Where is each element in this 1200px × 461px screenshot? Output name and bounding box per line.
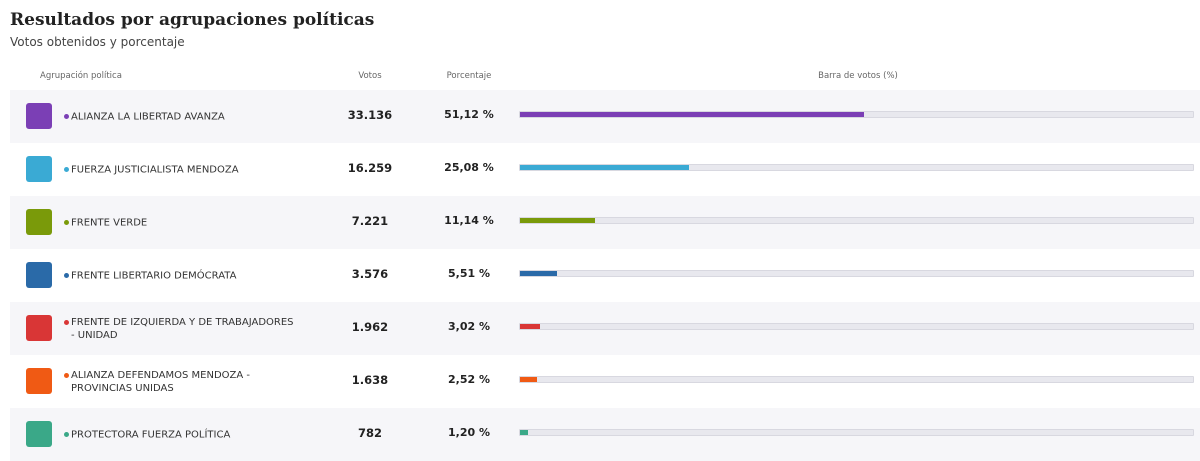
column-header: Barra de votos (%) <box>818 71 898 81</box>
vote-bar <box>520 430 529 435</box>
percentage: 25,08 % <box>444 161 494 174</box>
bar-track <box>519 217 1194 224</box>
table-row: FRENTE DE IZQUIERDA Y DE TRABAJADORES - … <box>10 302 1200 355</box>
party-dot <box>64 320 69 325</box>
bar-track <box>519 376 1194 383</box>
bar-track <box>519 323 1194 330</box>
votes: 7.221 <box>351 214 389 228</box>
party-logo <box>26 209 52 235</box>
party-name: ALIANZA LA LIBERTAD AVANZA <box>71 111 225 122</box>
votes: 782 <box>357 426 382 440</box>
column-header: Porcentaje <box>446 71 492 81</box>
party-logo <box>26 421 52 447</box>
table-row: ALIANZA DEFENDAMOS MENDOZA - PROVINCIAS … <box>10 355 1200 408</box>
table-row: FUERZA JUSTICIALISTA MENDOZA 16.259 25,08 … <box>10 143 1200 196</box>
vote-bar <box>520 165 689 170</box>
percentage: 11,14 % <box>444 214 494 227</box>
percentage: 51,12 % <box>444 108 494 121</box>
table-row: PROTECTORA FUERZA POLÍTICA 782 1,20 % <box>10 408 1200 461</box>
party-name: FRENTE VERDE <box>71 217 148 228</box>
party-logo <box>26 156 52 182</box>
column-header: Agrupación política <box>40 71 122 81</box>
votes: 1.962 <box>351 320 389 334</box>
party-name: FRENTE LIBERTARIO DEMÓCRATA <box>71 270 237 281</box>
table-row: FRENTE LIBERTARIO DEMÓCRATA 3.576 5,51 % <box>10 249 1200 302</box>
table-row: ALIANZA LA LIBERTAD AVANZA 33.136 51,12 % <box>10 90 1200 143</box>
bar-track <box>519 111 1194 118</box>
party-dot <box>64 432 69 437</box>
table-row: FRENTE VERDE 7.221 11,14 % <box>10 196 1200 249</box>
party-name: ALIANZA DEFENDAMOS MENDOZA - PROVINCIAS … <box>71 369 250 394</box>
party-name: PROTECTORA FUERZA POLÍTICA <box>71 429 231 440</box>
column-header: Votos <box>358 71 382 81</box>
party-dot <box>64 167 69 172</box>
votes: 3.576 <box>351 267 389 281</box>
bar-track <box>519 429 1194 436</box>
votes: 16.259 <box>347 161 393 175</box>
party-dot <box>64 373 69 378</box>
percentage: 5,51 % <box>448 267 490 280</box>
subtitle: Votos obtenidos y porcentaje <box>10 35 185 49</box>
party-dot <box>64 114 69 119</box>
bar-track <box>519 270 1194 277</box>
bar-track <box>519 164 1194 171</box>
vote-bar <box>520 218 595 223</box>
party-logo <box>26 103 52 129</box>
party-logo <box>26 315 52 341</box>
party-dot <box>64 273 69 278</box>
party-dot <box>64 220 69 225</box>
votes: 1.638 <box>351 373 389 387</box>
vote-bar <box>520 377 537 382</box>
percentage: 1,20 % <box>448 426 490 439</box>
vote-bar <box>520 271 558 276</box>
party-logo <box>26 368 52 394</box>
votes: 33.136 <box>347 108 393 122</box>
percentage: 2,52 % <box>448 373 490 386</box>
vote-bar <box>520 324 541 329</box>
party-logo <box>26 262 52 288</box>
title: Resultados por agrupaciones políticas <box>10 10 375 30</box>
party-name: FUERZA JUSTICIALISTA MENDOZA <box>71 164 239 175</box>
percentage: 3,02 % <box>448 320 490 333</box>
party-name: FRENTE DE IZQUIERDA Y DE TRABAJADORES - … <box>71 316 294 341</box>
vote-bar <box>520 112 865 117</box>
